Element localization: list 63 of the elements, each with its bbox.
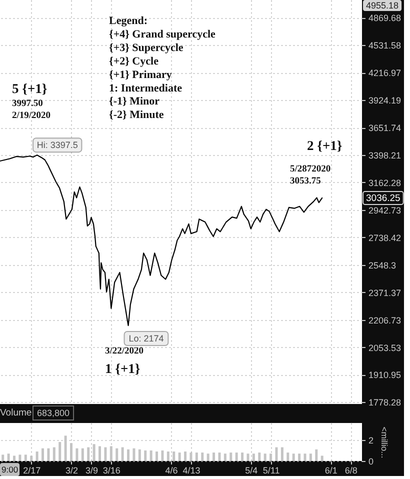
annotation: 2 {+1} xyxy=(307,138,342,153)
annotation: {-2} Minute xyxy=(109,109,164,121)
x-tick-label: 5/4 xyxy=(245,466,258,476)
bar xyxy=(18,454,22,461)
annotation: 2/19/2020 xyxy=(12,111,51,121)
annotation: 3997.50 xyxy=(12,99,44,109)
annotation: 3053.75 xyxy=(290,176,322,186)
annotation: Lo: 2174 xyxy=(128,334,164,344)
y-tick-label: 4531.58 xyxy=(368,40,402,51)
x-tick-label: 5/11 xyxy=(262,466,280,476)
x-tick-label: 2/17 xyxy=(23,466,41,476)
annotation: {+3} Supercycle xyxy=(109,42,184,54)
y-tick-label: 3398.21 xyxy=(368,150,402,160)
annotation: {-1} Minor xyxy=(109,96,160,108)
x-tick-label: 3/16 xyxy=(102,466,120,476)
y-tick-label: 2942.73 xyxy=(368,205,402,216)
y-tick-label: 3651.74 xyxy=(368,123,402,134)
y-tick-label: 2053.53 xyxy=(368,342,402,353)
text: 9:00 xyxy=(2,464,18,474)
x-tick-label: 6/8 xyxy=(344,466,358,476)
x-tick-label: 4/13 xyxy=(182,466,200,476)
bar xyxy=(178,452,181,461)
y-tick-label: 4869.68 xyxy=(368,13,402,24)
text: 3036.25 xyxy=(366,193,400,204)
y-tick-label: 4216.97 xyxy=(368,68,402,78)
y-tick-label: 3924.19 xyxy=(368,96,402,106)
y-tick-label: 1778.28 xyxy=(368,398,402,408)
annotation: 5/2872020 xyxy=(290,164,331,174)
y-tick-label: 1910.95 xyxy=(368,370,402,380)
x-tick-label: 6/1 xyxy=(324,466,338,476)
text: 4955.18 xyxy=(366,0,399,10)
y-tick-label: 2548.3 xyxy=(368,260,396,270)
y-tick-label: 2 xyxy=(368,435,374,446)
x-tick-label: 3/9 xyxy=(85,466,98,476)
chart-title: Volume xyxy=(0,408,32,418)
x-tick-label: 3/2 xyxy=(66,466,78,476)
y-tick-label: 2738.42 xyxy=(368,232,402,243)
bar xyxy=(138,449,141,461)
bar xyxy=(127,449,130,461)
annotation: 5 {+1} xyxy=(12,81,48,96)
y-axis-title: <millio... xyxy=(380,426,390,458)
y-tick-label: 2371.37 xyxy=(368,288,402,298)
annotation: 1 {+1} xyxy=(105,361,140,376)
bar xyxy=(246,454,250,461)
annotation: {+4} Grand supercycle xyxy=(109,28,216,40)
x-tick-label: 4/6 xyxy=(165,466,178,476)
bar xyxy=(98,446,102,461)
annotation: {+2} Cycle xyxy=(109,56,159,68)
y-tick-label: 3162.28 xyxy=(368,178,402,188)
y-tick-label: 0 xyxy=(368,456,374,466)
annotation: Legend: xyxy=(109,15,148,27)
bar xyxy=(286,452,290,461)
bar xyxy=(315,449,318,461)
y-tick-label: 2206.73 xyxy=(368,315,402,326)
bar xyxy=(275,447,278,461)
annotation: Hi: 3397.5 xyxy=(36,140,78,150)
annotation: 1: Intermediate xyxy=(109,82,182,94)
text: 683,800 xyxy=(37,408,70,418)
bar xyxy=(47,448,50,461)
annotation: {+1} Primary xyxy=(109,69,172,81)
bar xyxy=(58,442,62,461)
bar xyxy=(206,454,210,461)
annotation: 3/22/2020 xyxy=(105,346,144,356)
